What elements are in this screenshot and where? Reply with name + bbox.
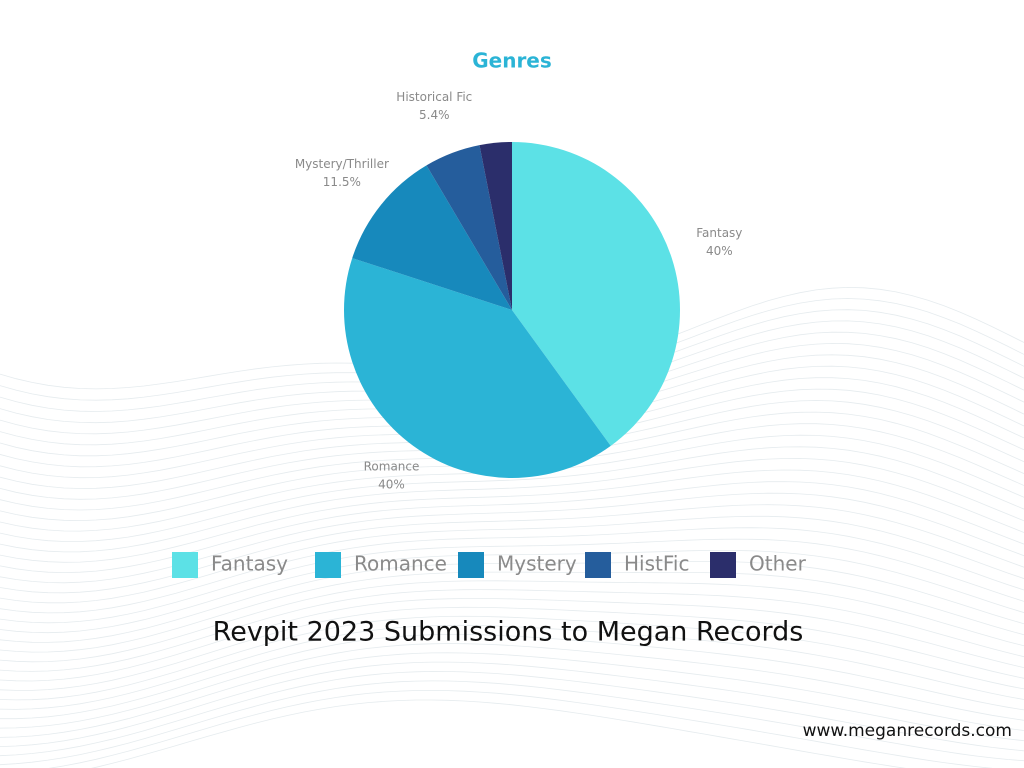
slice-value-label: 40% bbox=[378, 477, 405, 491]
wave-line bbox=[0, 571, 1024, 653]
pie-slice bbox=[479, 142, 512, 310]
pie-slice bbox=[426, 145, 512, 310]
slice-label: Mystery/Thriller bbox=[295, 157, 389, 171]
wave-line bbox=[91, 699, 907, 768]
slice-value-label: 5.4% bbox=[419, 108, 450, 122]
wave-line bbox=[0, 469, 1024, 563]
pie-slice bbox=[352, 165, 512, 310]
wave-line bbox=[0, 670, 1024, 757]
wave-line bbox=[0, 492, 1024, 584]
pie-slice bbox=[344, 258, 611, 479]
legend-label: Romance bbox=[354, 552, 447, 576]
legend-swatch bbox=[585, 552, 611, 578]
slice-value-label: 11.5% bbox=[323, 175, 361, 189]
wave-line bbox=[0, 598, 1024, 682]
wave-line bbox=[0, 457, 1024, 553]
legend-swatch bbox=[710, 552, 736, 578]
wave-line bbox=[0, 538, 1024, 624]
wave-line bbox=[0, 515, 1024, 604]
wave-line bbox=[0, 615, 1024, 701]
caption: Revpit 2023 Submissions to Megan Records bbox=[213, 617, 804, 648]
wave-line bbox=[0, 580, 1024, 663]
legend-label: Fantasy bbox=[211, 552, 288, 576]
slice-label: Romance bbox=[364, 459, 420, 473]
website: www.meganrecords.com bbox=[803, 721, 1012, 741]
wave-line bbox=[0, 504, 1024, 594]
legend-label: Mystery bbox=[497, 552, 577, 576]
legend-swatch bbox=[458, 552, 484, 578]
wave-line bbox=[0, 446, 1024, 542]
wave-line bbox=[0, 561, 1024, 643]
wave-line bbox=[0, 661, 1024, 747]
chart-title: Genres bbox=[472, 49, 552, 73]
wave-line bbox=[0, 606, 1024, 691]
wave-line bbox=[0, 481, 1024, 574]
slice-label: Historical Fic bbox=[396, 90, 472, 104]
wave-line bbox=[0, 527, 1024, 614]
wave-line bbox=[0, 549, 1024, 634]
slice-label: Fantasy bbox=[696, 226, 742, 240]
slice-value-label: 40% bbox=[706, 244, 733, 258]
wave-line bbox=[0, 643, 1024, 729]
legend-swatch bbox=[172, 552, 198, 578]
legend-swatch bbox=[315, 552, 341, 578]
wave-line bbox=[48, 689, 994, 768]
wave-line bbox=[0, 589, 1024, 672]
wave-line bbox=[0, 634, 1024, 720]
legend-label: Other bbox=[749, 552, 807, 576]
wave-line bbox=[0, 680, 1024, 766]
wave-line bbox=[0, 652, 1024, 738]
wave-line bbox=[0, 624, 1024, 710]
legend-label: HistFic bbox=[624, 552, 689, 576]
pie-slice bbox=[512, 142, 681, 446]
